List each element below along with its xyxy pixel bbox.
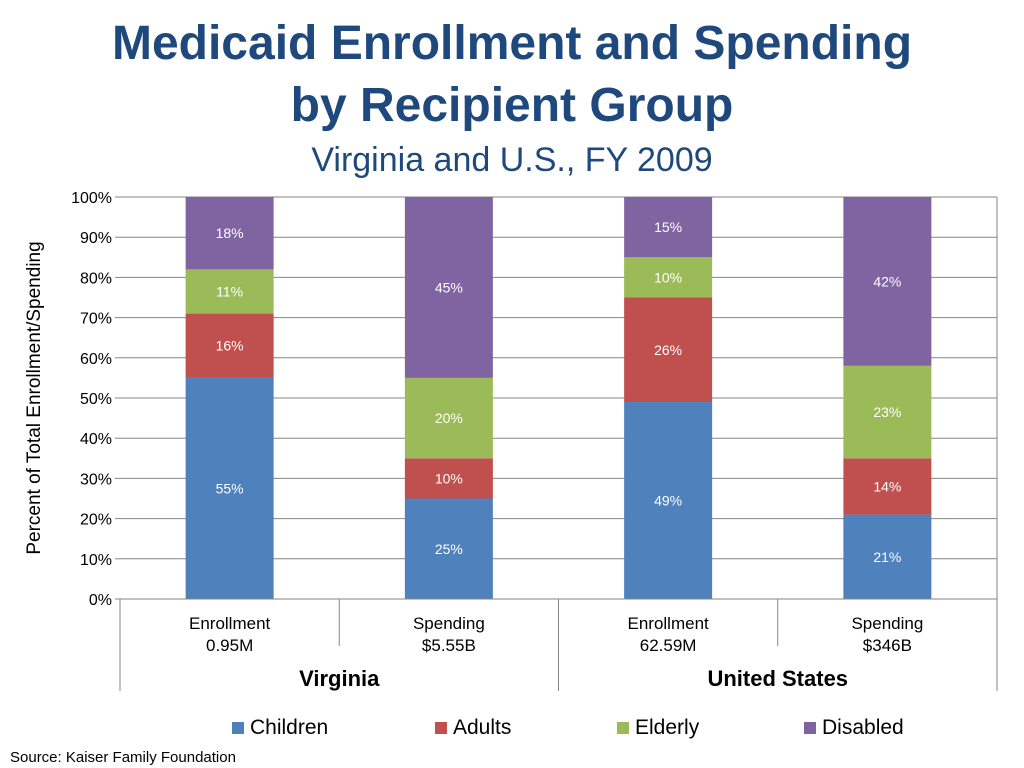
bar-segment-adults	[185, 313, 274, 378]
data-label: 18%	[216, 225, 244, 241]
bar-segment-adults	[843, 458, 932, 515]
data-label: 42%	[873, 273, 901, 289]
y-tick-label: 30%	[80, 471, 112, 488]
bar-segment-children	[624, 402, 713, 599]
legend-swatch-elderly	[617, 722, 629, 734]
y-tick-label: 40%	[80, 431, 112, 448]
chart-subtitle: Virginia and U.S., FY 2009	[311, 141, 713, 179]
data-label: 49%	[654, 493, 682, 509]
category-sublabel: $5.55B	[422, 636, 476, 655]
y-tick-label: 20%	[80, 512, 112, 529]
legend-label-disabled: Disabled	[822, 716, 904, 739]
data-label: 16%	[216, 338, 244, 354]
data-label: 21%	[873, 549, 901, 565]
category-sublabel: $346B	[863, 636, 912, 655]
legend-swatch-adults	[435, 722, 447, 734]
data-label: 55%	[216, 480, 244, 496]
category-label: Enrollment	[627, 614, 709, 633]
bar-segment-elderly	[843, 365, 932, 459]
y-tick-label: 60%	[80, 351, 112, 368]
data-label: 14%	[873, 478, 901, 494]
data-label: 20%	[435, 410, 463, 426]
category-label: Enrollment	[189, 614, 271, 633]
bar-segment-elderly	[185, 269, 274, 314]
y-tick-label: 80%	[80, 270, 112, 287]
bar-segment-disabled	[185, 197, 274, 270]
chart-title-line2: by Recipient Group	[290, 79, 734, 132]
bar-segment-disabled	[843, 197, 932, 366]
legend-item-children: Children	[232, 715, 328, 741]
data-label: 10%	[654, 269, 682, 285]
chart-legend: Children Adults Elderly Disabled	[0, 715, 1024, 741]
y-tick-label: 100%	[71, 190, 112, 207]
category-label: Spending	[851, 614, 923, 633]
legend-item-disabled: Disabled	[804, 715, 904, 741]
bar-segment-elderly	[404, 377, 493, 459]
legend-label-adults: Adults	[453, 716, 512, 739]
source-note: Source: Kaiser Family Foundation	[10, 749, 236, 766]
group-label: Virginia	[299, 666, 380, 691]
category-sublabel: 0.95M	[206, 636, 253, 655]
bar-segment-adults	[624, 297, 713, 403]
y-tick-label: 50%	[80, 391, 112, 408]
data-label: 15%	[654, 219, 682, 235]
legend-swatch-disabled	[804, 722, 816, 734]
y-tick-label: 90%	[80, 230, 112, 247]
bar-segment-children	[843, 514, 932, 599]
chart-title: Medicaid Enrollment and Spending	[111, 17, 913, 70]
legend-label-elderly: Elderly	[635, 716, 700, 739]
y-tick-label: 10%	[80, 552, 112, 569]
bar-segment-children	[404, 498, 493, 599]
bar-segment-children	[185, 377, 274, 599]
data-label: 11%	[216, 283, 243, 299]
stacked-bar-chart: 0% 10% 20% 30% 40% 50% 60% 70% 80% 90% 100% Percent…	[24, 190, 998, 691]
category-label: Spending	[413, 614, 485, 633]
bar-segment-disabled	[404, 197, 493, 378]
legend-swatch-children	[232, 722, 244, 734]
bar-segment-adults	[404, 458, 493, 499]
data-label: 23%	[873, 404, 901, 420]
group-label: United States	[707, 666, 848, 691]
data-label: 10%	[435, 470, 463, 486]
y-tick-label: 0%	[89, 592, 112, 609]
legend-item-elderly: Elderly	[617, 715, 699, 741]
data-label: 25%	[435, 541, 463, 557]
data-label: 26%	[654, 342, 682, 358]
bar-segment-disabled	[624, 197, 713, 258]
legend-label-children: Children	[250, 716, 329, 739]
legend-item-adults: Adults	[435, 715, 511, 741]
data-label: 45%	[435, 279, 463, 295]
y-axis-title: Percent of Total Enrollment/Spending	[24, 241, 45, 554]
category-sublabel: 62.59M	[640, 636, 697, 655]
y-tick-label: 70%	[80, 311, 112, 328]
bar-segment-elderly	[624, 257, 713, 298]
